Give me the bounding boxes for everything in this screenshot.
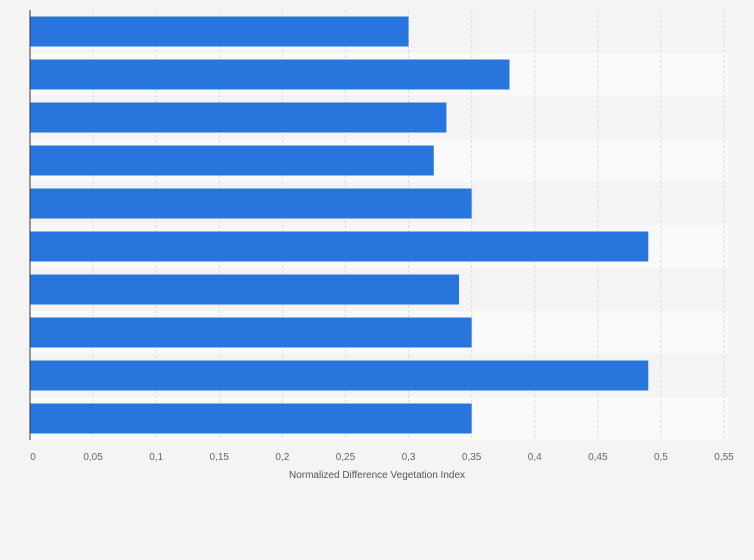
bar[interactable] bbox=[30, 102, 447, 133]
bar[interactable] bbox=[30, 59, 510, 90]
bar[interactable] bbox=[30, 274, 460, 305]
bars bbox=[30, 16, 649, 434]
x-tick-label: 0,35 bbox=[462, 452, 482, 463]
x-tick-label: 0,15 bbox=[210, 452, 230, 463]
x-tick-label: 0,25 bbox=[336, 452, 356, 463]
x-tick-label: 0,55 bbox=[714, 452, 734, 463]
x-tick-label: 0,3 bbox=[402, 452, 416, 463]
bar[interactable] bbox=[30, 360, 649, 391]
x-tick-label: 0,2 bbox=[275, 452, 289, 463]
bar[interactable] bbox=[30, 231, 649, 262]
x-tick-label: 0,45 bbox=[588, 452, 608, 463]
x-tick-label: 0 bbox=[30, 452, 36, 463]
bar[interactable] bbox=[30, 145, 434, 176]
bar[interactable] bbox=[30, 16, 409, 47]
x-tick-label: 0,1 bbox=[149, 452, 163, 463]
x-tick-label: 0,05 bbox=[83, 452, 103, 463]
x-tick-labels: 0 0,05 0,1 0,15 0,2 0,25 0,3 0,35 0,4 0,45 0,5 0,55 bbox=[30, 452, 734, 463]
x-tick-label: 0,4 bbox=[528, 452, 542, 463]
bar[interactable] bbox=[30, 403, 472, 434]
bar[interactable] bbox=[30, 317, 472, 348]
x-tick-label: 0,5 bbox=[654, 452, 668, 463]
bar[interactable] bbox=[30, 188, 472, 219]
x-axis-title: Normalized Difference Vegetation Index bbox=[289, 470, 465, 481]
